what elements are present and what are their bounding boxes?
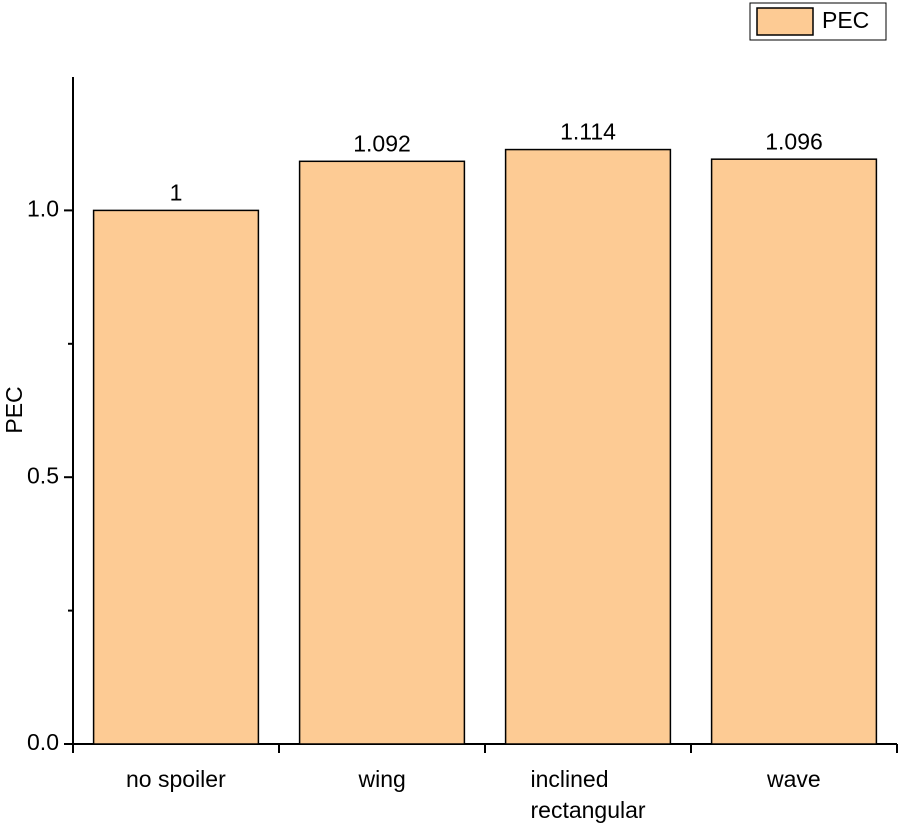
x-tick-label: wave <box>767 766 821 792</box>
y-tick-label: 1.0 <box>27 195 59 221</box>
legend-label: PEC <box>822 7 869 33</box>
x-tick-label: inclined rectangular <box>530 766 646 823</box>
data-label: 1 <box>170 179 183 205</box>
bar <box>92 209 260 745</box>
data-label: 1.092 <box>353 130 411 156</box>
x-tick-label: no spoiler <box>126 766 226 792</box>
data-label: 1.114 <box>560 119 616 145</box>
x-tick-label: wing <box>358 766 406 792</box>
data-label: 1.096 <box>765 128 823 154</box>
y-tick-label: 0.0 <box>27 729 59 755</box>
bar <box>298 160 466 745</box>
bar <box>504 148 672 745</box>
y-tick-label: 0.5 <box>27 462 59 488</box>
bar <box>710 158 878 745</box>
legend-swatch <box>756 7 814 36</box>
y-axis-label: PEC <box>1 386 27 433</box>
